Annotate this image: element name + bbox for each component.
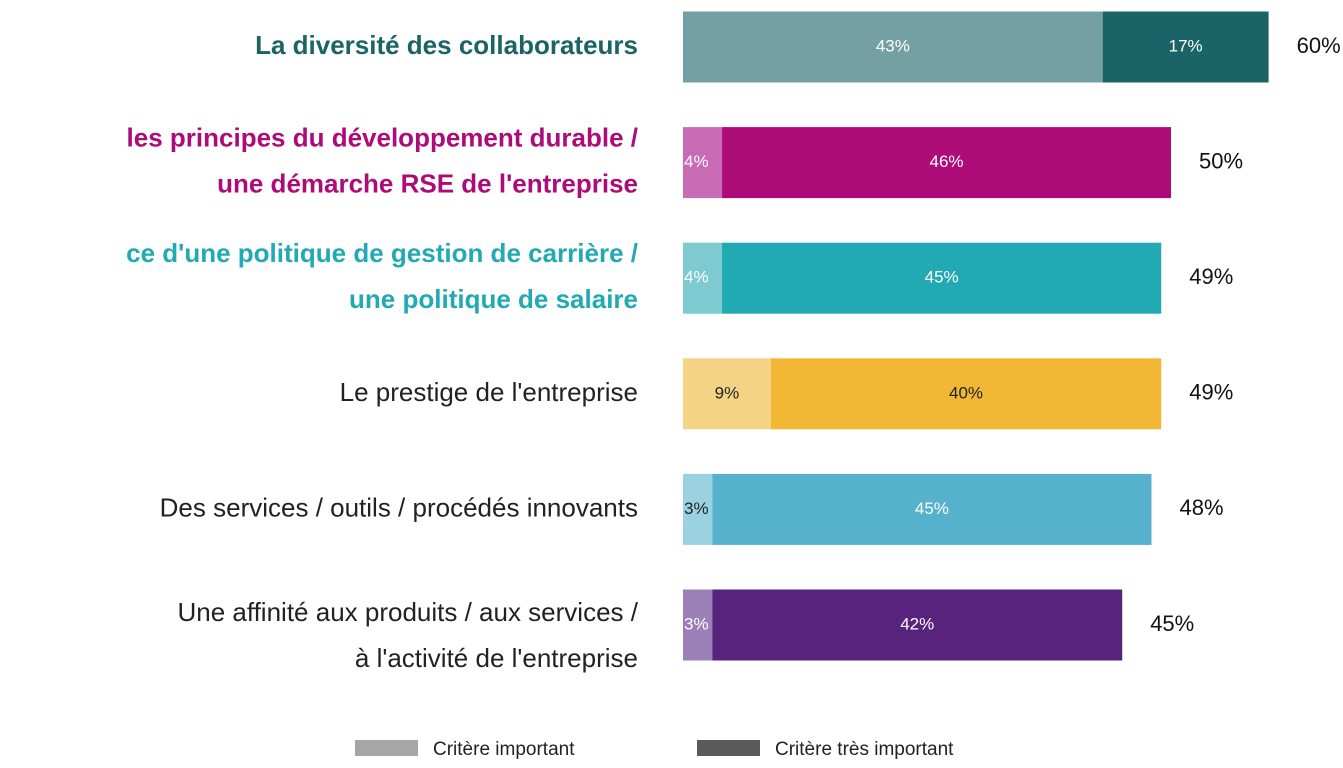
- bar-segment: [712, 473, 1152, 545]
- category-label: les principes du développement durable /…: [127, 122, 638, 198]
- category-line: une politique de salaire: [349, 284, 638, 314]
- bar-segment: [712, 589, 1123, 661]
- value-label: 9%: [715, 383, 740, 402]
- category-line: à l'activité de l'entreprise: [355, 643, 638, 673]
- value-label: 3%: [684, 614, 709, 633]
- value-label: 3%: [684, 499, 709, 518]
- bar-segment: [722, 127, 1171, 199]
- bar-segment: [683, 11, 1103, 83]
- category-label: ce d'une politique de gestion de carrièr…: [126, 238, 638, 314]
- value-label: 46%: [930, 152, 964, 171]
- category-label: Des services / outils / procédés innovan…: [160, 492, 638, 522]
- bar-segment: [683, 589, 713, 661]
- total-label: 49%: [1189, 264, 1233, 289]
- category-label: Le prestige de l'entreprise: [340, 377, 638, 407]
- bar-segment: [683, 358, 771, 430]
- bar-segment: [1102, 11, 1269, 83]
- category-line: Des services / outils / procédés innovan…: [160, 492, 638, 522]
- total-label: 60%: [1297, 33, 1341, 58]
- legend-label: Critère très important: [775, 739, 954, 760]
- bar-segment: [770, 358, 1162, 430]
- category-label: Une affinité aux produits / aux services…: [177, 597, 638, 673]
- legend-label: Critère important: [433, 739, 575, 760]
- category-line: La diversité des collaborateurs: [255, 30, 638, 60]
- legend-swatch: [355, 740, 418, 756]
- bar-segment: [683, 242, 723, 314]
- category-line: Une affinité aux produits / aux services…: [177, 597, 638, 627]
- total-label: 49%: [1189, 380, 1233, 405]
- category-label: La diversité des collaborateurs: [255, 30, 638, 60]
- value-label: 4%: [684, 268, 709, 287]
- bar-segment: [722, 242, 1162, 314]
- category-line: Le prestige de l'entreprise: [340, 377, 638, 407]
- bar-segment: [683, 127, 723, 199]
- value-label: 4%: [684, 152, 709, 171]
- total-label: 50%: [1199, 148, 1243, 173]
- category-line: ce d'une politique de gestion de carrièr…: [126, 238, 638, 268]
- legend-swatch: [697, 740, 760, 756]
- value-label: 40%: [949, 383, 983, 402]
- value-label: 45%: [915, 499, 949, 518]
- value-label: 45%: [925, 268, 959, 287]
- bar-segment: [683, 473, 713, 545]
- value-label: 42%: [900, 614, 934, 633]
- value-label: 17%: [1169, 36, 1203, 55]
- total-label: 48%: [1179, 495, 1223, 520]
- value-label: 43%: [876, 36, 910, 55]
- category-line: les principes du développement durable /: [127, 122, 638, 152]
- total-label: 45%: [1150, 611, 1194, 636]
- category-line: une démarche RSE de l'entreprise: [217, 168, 638, 198]
